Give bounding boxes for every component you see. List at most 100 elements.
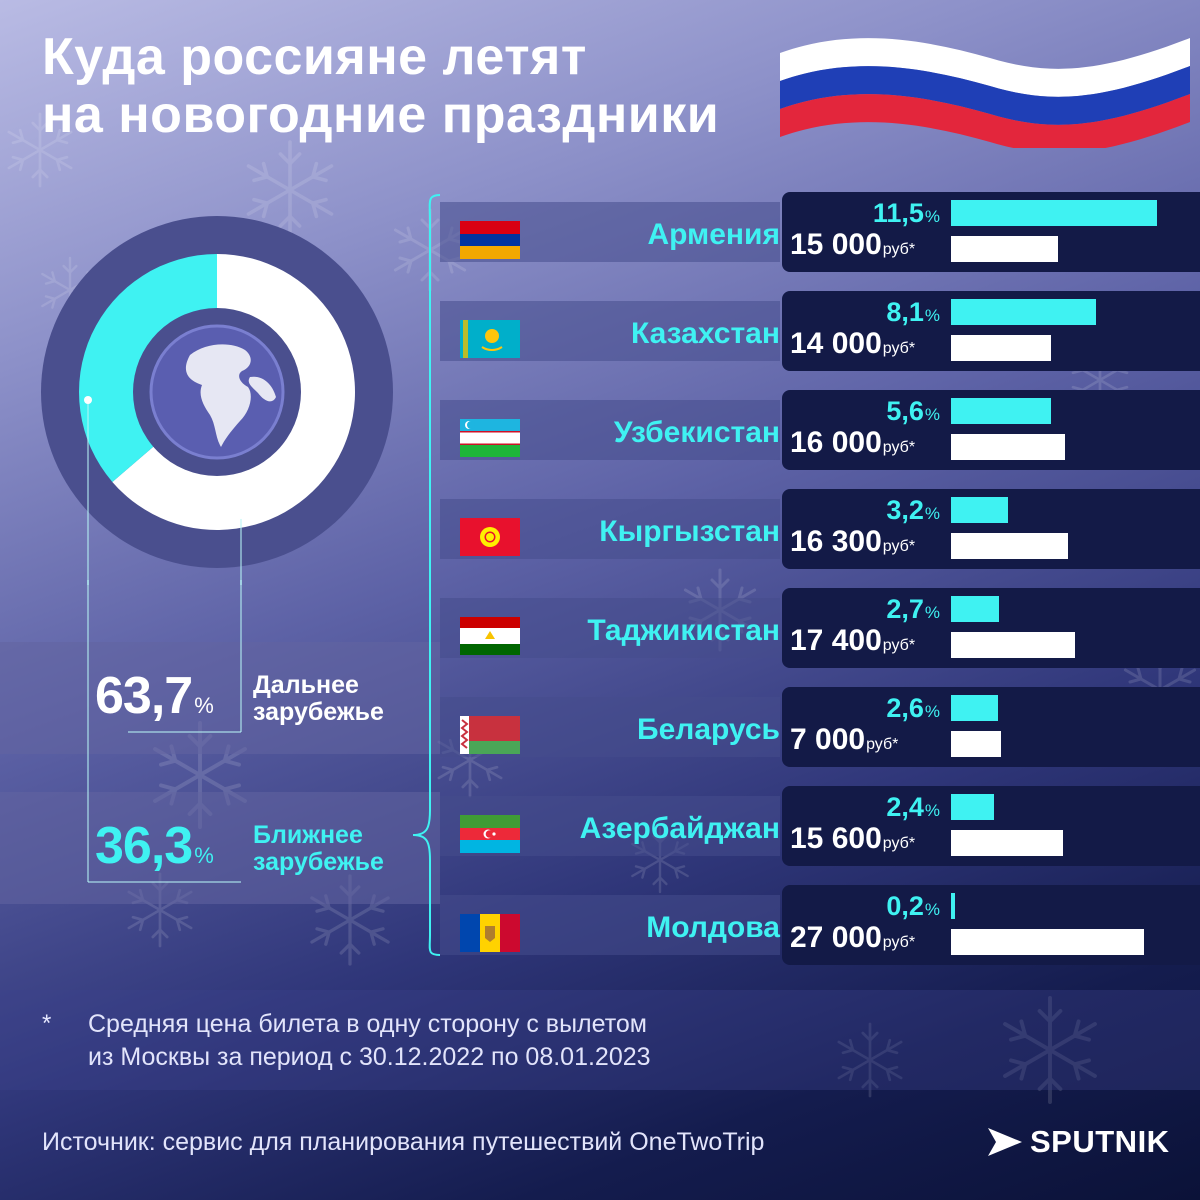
- flag-kazakhstan-icon: [460, 320, 520, 358]
- far-share-number: 63,7: [95, 667, 193, 725]
- footnote-line-2: из Москвы за период с 30.12.2022 по 08.0…: [88, 1043, 651, 1071]
- country-name: Казахстан: [630, 317, 780, 350]
- far-share-unit: %: [194, 693, 214, 718]
- country-name: Азербайджан: [579, 812, 780, 845]
- far-share-label-line-2: зарубежье: [253, 698, 384, 726]
- country-row: Узбекистан 5,6% 16 000руб*: [440, 388, 1200, 470]
- country-name-band: Молдова: [440, 895, 780, 955]
- country-values-box: 3,2% 16 300руб*: [782, 489, 1200, 569]
- price-data-label: 15 000руб*: [790, 228, 916, 261]
- sputnik-logo-icon: [988, 1128, 1022, 1156]
- country-values-box: 2,4% 15 600руб*: [782, 786, 1200, 866]
- far-share-label-line-1: Дальнее: [253, 671, 359, 699]
- near-share-label: Ближнее зарубежье: [253, 822, 384, 876]
- country-name-band: Азербайджан: [440, 796, 780, 856]
- flag-moldova-icon: [460, 914, 520, 952]
- flag-azerbaijan-icon: [460, 815, 520, 853]
- near-share-number: 36,3: [95, 817, 193, 875]
- footnote-line-1: Средняя цена билета в одну сторону с выл…: [88, 1010, 647, 1038]
- price-bar: [951, 335, 1052, 361]
- share-data-label: 0,2%: [886, 891, 940, 921]
- country-name: Молдова: [646, 911, 780, 944]
- country-name-band: Беларусь: [440, 697, 780, 757]
- price-bar: [951, 533, 1068, 559]
- share-data-label: 5,6%: [886, 396, 940, 426]
- country-row: Кыргызстан 3,2% 16 300руб*: [440, 487, 1200, 569]
- share-bar: [951, 497, 1009, 523]
- price-data-label: 17 400руб*: [790, 624, 916, 657]
- ribbon-white-stripe: [780, 38, 1190, 97]
- near-share-value: 36,3%: [95, 816, 214, 876]
- title-line-2: на новогодние праздники: [42, 86, 720, 144]
- price-bar: [951, 929, 1144, 955]
- share-data-label: 2,4%: [886, 792, 940, 822]
- country-values-box: 2,6% 7 000руб*: [782, 687, 1200, 767]
- price-bar: [951, 632, 1076, 658]
- far-share-label: Дальнее зарубежье: [253, 672, 384, 726]
- share-data-label: 2,7%: [886, 594, 940, 624]
- price-data-label: 14 000руб*: [790, 327, 916, 360]
- country-name-band: Кыргызстан: [440, 499, 780, 559]
- flag-belarus-icon: [460, 716, 520, 754]
- share-data-label: 2,6%: [886, 693, 940, 723]
- price-data-label: 7 000руб*: [790, 723, 899, 756]
- share-data-label: 8,1%: [886, 297, 940, 327]
- country-values-box: 0,2% 27 000руб*: [782, 885, 1200, 965]
- price-bar: [951, 830, 1063, 856]
- country-row: Казахстан 8,1% 14 000руб*: [440, 289, 1200, 371]
- country-name: Беларусь: [637, 713, 780, 746]
- share-connectors: [87, 580, 242, 883]
- country-row: Азербайджан 2,4% 15 600руб*: [440, 784, 1200, 866]
- country-name: Узбекистан: [613, 416, 780, 449]
- country-name: Таджикистан: [587, 614, 780, 647]
- country-name: Кыргызстан: [599, 515, 780, 548]
- near-abroad-brace: [412, 194, 441, 956]
- price-bar: [951, 731, 1002, 757]
- share-bar: [951, 200, 1157, 226]
- price-data-label: 16 300руб*: [790, 525, 916, 558]
- share-data-label: 3,2%: [886, 495, 940, 525]
- share-bar: [951, 299, 1097, 325]
- near-share-label-line-1: Ближнее: [253, 821, 363, 849]
- country-name-band: Казахстан: [440, 301, 780, 361]
- share-bar: [951, 893, 955, 919]
- country-name-band: Армения: [440, 202, 780, 262]
- near-share-band: [0, 792, 440, 904]
- country-row: Армения 11,5% 15 000руб*: [440, 190, 1200, 272]
- share-bar: [951, 794, 994, 820]
- share-bar: [951, 695, 998, 721]
- country-name-band: Таджикистан: [440, 598, 780, 658]
- footnote-band: [0, 990, 1200, 1090]
- flag-armenia-icon: [460, 221, 520, 259]
- russian-flag-ribbon-icon: [780, 38, 1190, 148]
- country-values-box: 8,1% 14 000руб*: [782, 291, 1200, 371]
- near-leader-dot: [237, 511, 245, 519]
- ribbon-red-stripe: [780, 94, 1190, 148]
- sputnik-logo-text: SPUTNIK: [1030, 1124, 1170, 1159]
- globe-continents: [185, 344, 276, 447]
- country-name-band: Узбекистан: [440, 400, 780, 460]
- country-row: Молдова 0,2% 27 000руб*: [440, 883, 1200, 965]
- share-bar: [951, 398, 1052, 424]
- share-donut-chart: [41, 216, 393, 585]
- country-row: Беларусь 2,6% 7 000руб*: [440, 685, 1200, 767]
- country-name: Армения: [647, 218, 780, 251]
- footnote: Средняя цена билета в одну сторону с выл…: [88, 1008, 848, 1074]
- flag-kyrgyzstan-icon: [460, 518, 520, 556]
- country-values-box: 5,6% 16 000руб*: [782, 390, 1200, 470]
- share-bar: [951, 596, 1000, 622]
- page-title: Куда россияне летят на новогодние праздн…: [42, 28, 862, 144]
- price-data-label: 16 000руб*: [790, 426, 916, 459]
- price-data-label: 27 000руб*: [790, 921, 916, 954]
- title-line-1: Куда россияне летят: [42, 28, 587, 86]
- price-bar: [951, 236, 1059, 262]
- source-note: Источник: сервис для планирования путеше…: [42, 1128, 765, 1156]
- far-share-value: 63,7%: [95, 666, 214, 726]
- footnote-marker: *: [42, 1010, 52, 1037]
- country-values-box: 11,5% 15 000руб*: [782, 192, 1200, 272]
- far-share-band: [0, 642, 440, 754]
- flag-tajikistan-icon: [460, 617, 520, 655]
- near-share-label-line-2: зарубежье: [253, 848, 384, 876]
- price-data-label: 15 600руб*: [790, 822, 916, 855]
- share-data-label: 11,5%: [872, 198, 940, 228]
